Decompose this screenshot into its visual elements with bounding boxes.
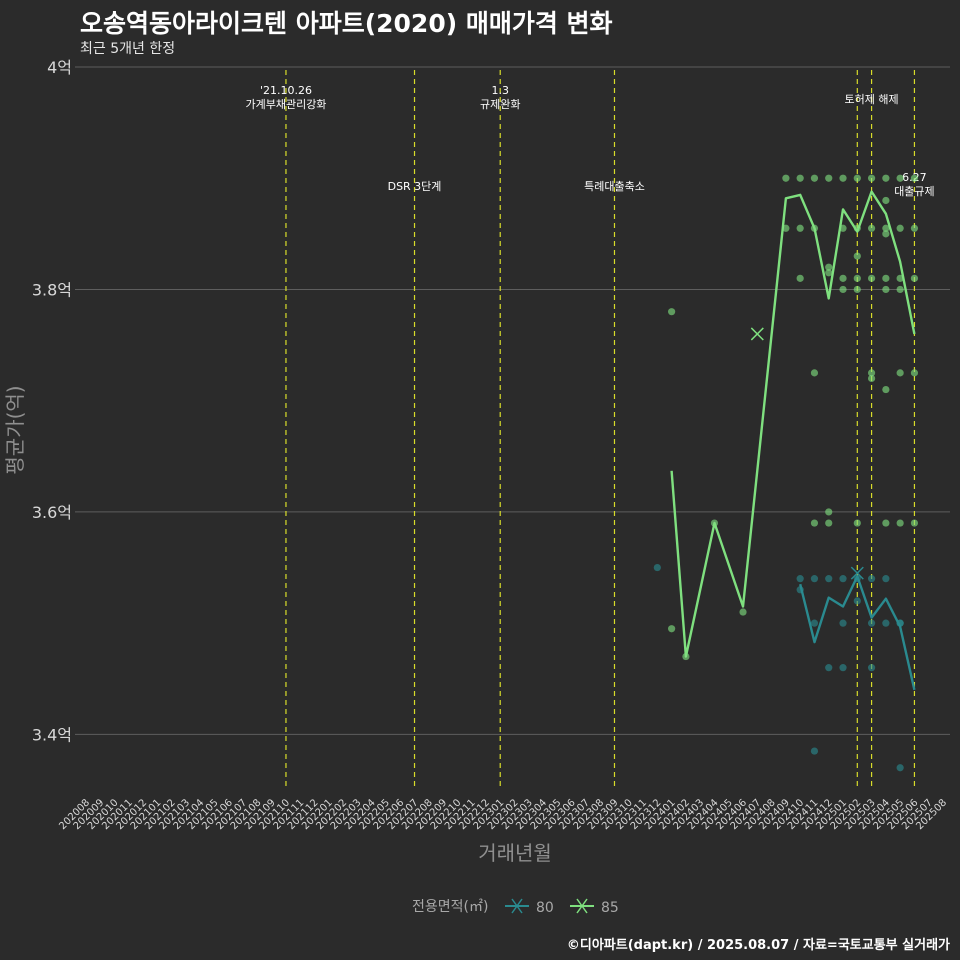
point-85 xyxy=(853,252,861,260)
grid-lines xyxy=(75,66,950,735)
series-lines xyxy=(670,190,916,691)
point-85 xyxy=(910,369,919,377)
point-85 xyxy=(910,174,919,182)
event-label: 가계부채관리강화 xyxy=(245,98,326,111)
event-label: 규제완화 xyxy=(480,98,520,111)
point-80 xyxy=(896,764,904,772)
point-80 xyxy=(867,575,876,583)
series-line-80 xyxy=(799,575,916,691)
y-tick-label: 3.8억 xyxy=(32,280,72,299)
source-caption: ©디아파트(dapt.kr) / 2025.08.07 / 자료=국토교통부 실… xyxy=(566,938,950,953)
legend-swatch-x-80 xyxy=(511,898,523,914)
point-85 xyxy=(739,608,747,616)
point-85 xyxy=(882,519,890,527)
latest-marker-85 xyxy=(750,327,764,341)
event-label: 1.3 xyxy=(491,84,509,97)
legend-swatch-x-85 xyxy=(576,898,588,914)
point-80 xyxy=(810,747,819,755)
point-80 xyxy=(839,575,847,583)
point-85 xyxy=(853,519,861,527)
transaction-points xyxy=(653,174,919,772)
event-label: 대출규제 xyxy=(894,185,934,198)
point-80 xyxy=(810,619,819,627)
event-label: 특례대출축소 xyxy=(584,180,645,193)
point-80 xyxy=(867,619,876,627)
y-tick-label: 3.4억 xyxy=(32,725,72,744)
point-85 xyxy=(882,274,890,282)
point-85 xyxy=(910,519,919,527)
point-85 xyxy=(810,369,819,377)
point-85 xyxy=(796,224,804,232)
point-85 xyxy=(810,174,819,182)
point-85 xyxy=(796,174,804,182)
legend-label-80: 80 xyxy=(536,900,554,916)
point-80 xyxy=(825,664,833,672)
point-85 xyxy=(825,269,833,277)
point-85 xyxy=(896,174,904,182)
chart-title: 오송역동아라이크텐 아파트(2020) 매매가격 변화 xyxy=(80,9,613,38)
series-line-85 xyxy=(670,190,916,658)
point-85 xyxy=(668,308,676,316)
event-label: DSR 3단계 xyxy=(388,180,442,193)
point-80 xyxy=(882,575,890,583)
chart-subtitle: 최근 5개년 한정 xyxy=(80,41,176,57)
legend-title: 전용면적(㎡) xyxy=(412,899,488,915)
point-85 xyxy=(853,174,861,182)
point-85 xyxy=(867,369,876,377)
x-axis-title: 거래년월 xyxy=(478,841,552,865)
legend-label-85: 85 xyxy=(601,900,619,916)
point-80 xyxy=(810,575,819,583)
legend: 전용면적(㎡) 80 85 xyxy=(412,898,619,916)
y-tick-label: 4억 xyxy=(47,58,72,77)
point-85 xyxy=(882,285,890,294)
point-85 xyxy=(825,174,833,182)
point-85 xyxy=(839,274,847,282)
point-80 xyxy=(653,563,661,572)
point-85 xyxy=(668,625,676,633)
point-85 xyxy=(882,196,890,205)
event-label: '21.10.26 xyxy=(260,84,312,97)
point-85 xyxy=(825,508,833,516)
point-85 xyxy=(867,374,876,383)
point-85 xyxy=(882,230,890,238)
point-80 xyxy=(839,664,847,672)
x-tick-labels: 2020082020092020102020112020122021012021… xyxy=(57,797,949,832)
point-80 xyxy=(825,575,833,583)
point-80 xyxy=(867,664,876,672)
y-tick-labels: 3.4억 3.6억 3.8억 4억 xyxy=(32,58,72,744)
point-85 xyxy=(839,285,847,294)
point-85 xyxy=(910,274,919,282)
point-85 xyxy=(882,385,890,394)
latest-marker-80 xyxy=(850,566,864,580)
point-85 xyxy=(782,174,790,182)
point-85 xyxy=(896,369,904,377)
point-85 xyxy=(867,174,876,182)
point-85 xyxy=(825,263,833,271)
point-85 xyxy=(867,224,876,232)
point-85 xyxy=(825,519,833,527)
point-85 xyxy=(867,274,876,282)
event-label: 토허제 해제 xyxy=(845,92,899,106)
point-80 xyxy=(839,619,847,627)
point-80 xyxy=(796,575,804,583)
y-tick-label: 3.6억 xyxy=(32,503,72,522)
point-85 xyxy=(896,519,904,527)
point-85 xyxy=(839,174,847,182)
point-85 xyxy=(853,274,861,282)
point-80 xyxy=(882,619,890,627)
point-85 xyxy=(796,274,804,282)
point-80 xyxy=(853,597,861,605)
point-85 xyxy=(896,224,904,232)
y-axis-title: 평균가(억) xyxy=(3,385,27,474)
point-85 xyxy=(896,285,904,294)
point-85 xyxy=(882,224,890,232)
point-85 xyxy=(810,519,819,527)
point-85 xyxy=(882,174,890,182)
point-85 xyxy=(853,285,861,294)
point-85 xyxy=(910,224,919,232)
